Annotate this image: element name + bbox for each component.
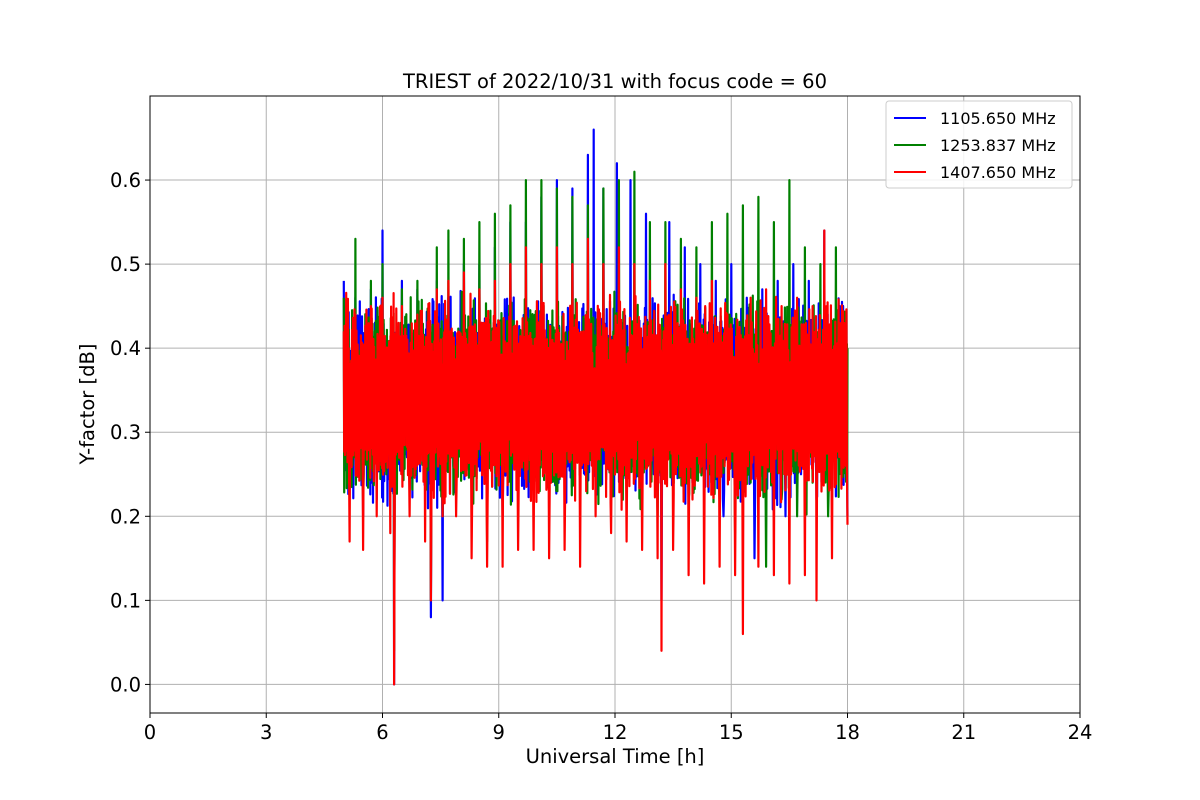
- y-tick-label: 0.2: [110, 505, 141, 528]
- y-tick-label: 0.6: [110, 169, 141, 192]
- y-tick-label: 0.5: [110, 253, 141, 276]
- legend-label: 1105.650 MHz: [940, 109, 1056, 128]
- series-line-3: [342, 229, 849, 686]
- x-tick-label: 24: [1068, 721, 1093, 744]
- x-tick-label: 15: [719, 721, 744, 744]
- ticks: 0 3 6 9 12 15 18 21 24 0.0 0.1 0.2 0.3 0.4 0.5 0.6: [110, 169, 1092, 744]
- legend-label: 1253.837 MHz: [940, 136, 1056, 155]
- x-tick-label: 21: [951, 721, 976, 744]
- y-axis-label: Y-factor [dB]: [76, 344, 99, 466]
- x-tick-label: 12: [603, 721, 628, 744]
- series-layer: [342, 128, 849, 686]
- y-tick-label: 0.3: [110, 421, 141, 444]
- legend: 1105.650 MHz 1253.837 MHz 1407.650 MHz: [885, 100, 1073, 189]
- x-tick-label: 18: [835, 721, 860, 744]
- y-tick-label: 0.1: [110, 589, 141, 612]
- x-axis-label: Universal Time [h]: [526, 745, 705, 768]
- x-tick-label: 0: [144, 721, 156, 744]
- x-tick-label: 6: [376, 721, 388, 744]
- legend-label: 1407.650 MHz: [940, 163, 1056, 182]
- x-tick-label: 3: [260, 721, 272, 744]
- x-tick-label: 9: [493, 721, 505, 744]
- legend-box: [885, 100, 1073, 189]
- y-tick-label: 0.4: [110, 337, 141, 360]
- chart-title: TRIEST of 2022/10/31 with focus code = 6…: [402, 70, 827, 93]
- y-tick-label: 0.0: [110, 673, 141, 696]
